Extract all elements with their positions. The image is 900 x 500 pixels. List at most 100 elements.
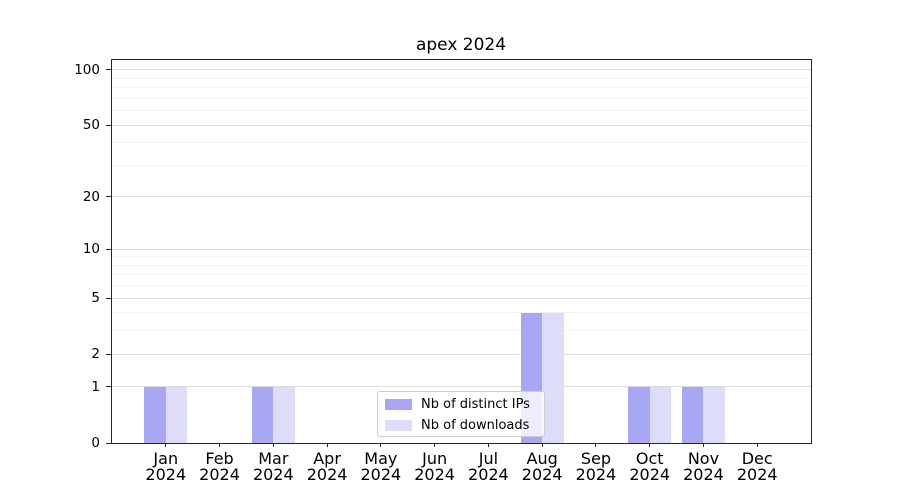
minor-gridline bbox=[112, 256, 811, 258]
x-tick-mark bbox=[219, 443, 221, 447]
bar-downloads-nov bbox=[703, 386, 725, 443]
x-tick-mark bbox=[756, 443, 758, 447]
major-gridline bbox=[112, 353, 811, 355]
y-tick-mark bbox=[106, 69, 111, 71]
y-tick-mark bbox=[106, 196, 111, 198]
bar-downloads-oct bbox=[649, 386, 672, 443]
x-tick-mark bbox=[380, 443, 382, 447]
x-tick-label: May 2024 bbox=[346, 451, 416, 483]
minor-gridline bbox=[112, 285, 811, 287]
x-tick-mark bbox=[326, 443, 328, 447]
legend-label-downloads: Nb of downloads bbox=[421, 418, 530, 433]
x-tick-label: Jun 2024 bbox=[400, 451, 470, 483]
y-tick-mark bbox=[106, 124, 111, 126]
x-tick-label: Jul 2024 bbox=[453, 451, 523, 483]
bar-distinct-ips-nov bbox=[681, 386, 704, 443]
x-tick-label-line: 2024 bbox=[306, 465, 348, 484]
y-tick-label: 1 bbox=[91, 378, 100, 395]
y-tick-mark bbox=[106, 248, 111, 250]
x-tick-label-line: 2024 bbox=[414, 465, 455, 484]
y-tick-mark bbox=[106, 386, 111, 388]
bar-distinct-ips-oct bbox=[628, 386, 650, 443]
x-tick-label: Aug 2024 bbox=[507, 451, 577, 483]
legend-label-distinct-ips: Nb of distinct IPs bbox=[421, 397, 530, 412]
x-tick-mark bbox=[487, 443, 489, 447]
y-tick-label: 2 bbox=[91, 346, 100, 363]
x-tick-label-line: 2024 bbox=[521, 465, 563, 484]
x-tick-mark bbox=[541, 443, 543, 447]
legend-item-downloads: Nb of downloads bbox=[385, 415, 537, 436]
x-tick-label-line: 2024 bbox=[252, 465, 294, 484]
major-gridline bbox=[112, 124, 811, 126]
minor-gridline bbox=[112, 264, 811, 266]
x-tick-label-line: Aug bbox=[526, 449, 558, 468]
x-tick-label-line: 2024 bbox=[468, 465, 509, 484]
minor-gridline bbox=[112, 110, 811, 112]
chart-title: apex 2024 bbox=[415, 35, 507, 55]
y-tick-label: 5 bbox=[91, 290, 100, 307]
major-gridline bbox=[112, 69, 811, 71]
y-tick-label: 20 bbox=[82, 188, 100, 205]
x-tick-label: Nov 2024 bbox=[668, 451, 738, 483]
x-tick-label-line: 2024 bbox=[575, 465, 617, 484]
x-tick-label-line: Jul bbox=[478, 449, 499, 468]
x-tick-label-line: Apr bbox=[313, 449, 341, 468]
x-tick-label-line: 2024 bbox=[360, 465, 402, 484]
x-tick-label-line: Sep bbox=[580, 449, 611, 468]
x-tick-label: Oct 2024 bbox=[615, 451, 685, 483]
x-tick-label: Apr 2024 bbox=[292, 451, 362, 483]
y-tick-mark bbox=[106, 353, 111, 355]
minor-gridline bbox=[112, 330, 811, 332]
x-tick-label-line: 2024 bbox=[199, 465, 240, 484]
bar-distinct-ips-mar bbox=[251, 386, 274, 443]
minor-gridline bbox=[112, 87, 811, 89]
bar-downloads-mar bbox=[273, 386, 295, 443]
x-tick-mark bbox=[165, 443, 167, 447]
minor-gridline bbox=[112, 142, 811, 144]
minor-gridline bbox=[112, 77, 811, 79]
x-tick-label-line: Nov bbox=[687, 449, 720, 468]
x-tick-mark bbox=[702, 443, 704, 447]
bar-distinct-ips-jan bbox=[144, 386, 166, 443]
major-gridline bbox=[112, 297, 811, 299]
y-tick-label: 0 bbox=[91, 435, 100, 451]
y-tick-mark bbox=[106, 297, 111, 299]
minor-gridline bbox=[112, 164, 811, 166]
x-tick-label-line: Oct bbox=[635, 449, 664, 468]
minor-gridline bbox=[112, 312, 811, 314]
x-tick-label-line: May bbox=[364, 449, 398, 468]
x-tick-label-line: Jun bbox=[422, 449, 448, 468]
x-tick-label-line: Dec bbox=[741, 449, 773, 468]
y-tick-mark bbox=[106, 442, 111, 444]
x-tick-label-line: Feb bbox=[205, 449, 234, 468]
x-tick-mark bbox=[272, 443, 274, 447]
y-tick-label: 10 bbox=[82, 241, 100, 258]
x-tick-label-line: 2024 bbox=[736, 465, 778, 484]
major-gridline bbox=[112, 386, 811, 388]
x-tick-label: Feb 2024 bbox=[185, 451, 255, 483]
x-tick-mark bbox=[595, 443, 597, 447]
legend-swatch-downloads-icon bbox=[385, 420, 412, 431]
bar-downloads-aug bbox=[542, 312, 564, 443]
x-tick-label: Jan 2024 bbox=[131, 451, 201, 483]
x-tick-label-line: 2024 bbox=[629, 465, 671, 484]
y-tick-label: 100 bbox=[74, 61, 100, 78]
minor-gridline bbox=[112, 97, 811, 99]
major-gridline bbox=[112, 196, 811, 198]
legend-swatch-distinct-ips-icon bbox=[385, 399, 412, 410]
y-tick-label: 50 bbox=[82, 117, 100, 134]
x-tick-label: Sep 2024 bbox=[561, 451, 631, 483]
legend: Nb of distinct IPs Nb of downloads bbox=[377, 391, 545, 437]
x-tick-label-line: Jan bbox=[153, 449, 179, 468]
legend-item-distinct-ips: Nb of distinct IPs bbox=[385, 394, 537, 415]
minor-gridline bbox=[112, 274, 811, 276]
x-tick-mark bbox=[434, 443, 436, 447]
x-tick-label-line: 2024 bbox=[145, 465, 187, 484]
x-tick-label: Dec 2024 bbox=[722, 451, 792, 483]
bar-downloads-jan bbox=[165, 386, 188, 443]
x-tick-label-line: Mar bbox=[258, 449, 289, 468]
x-tick-mark bbox=[649, 443, 651, 447]
x-tick-label-line: 2024 bbox=[683, 465, 724, 484]
x-tick-label: Mar 2024 bbox=[238, 451, 308, 483]
